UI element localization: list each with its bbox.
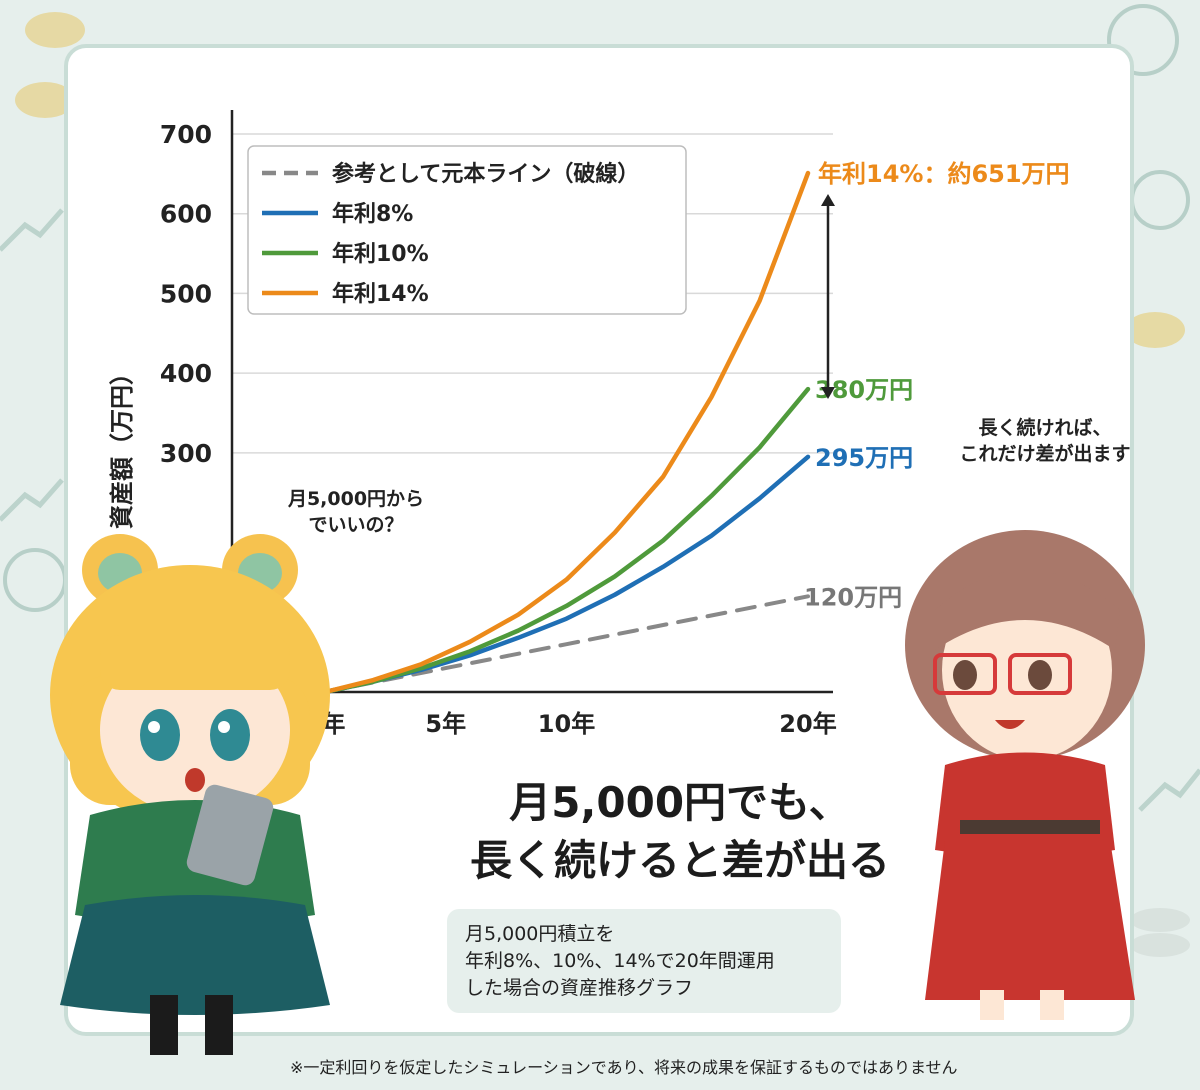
main-title-line2: 長く続けると差が出る [469, 836, 890, 885]
chart-caption: 月5,000円積立を 年利8%、10%、14%で20年間運用 した場合の資産推移… [447, 909, 841, 1013]
coin-icon [15, 12, 1190, 957]
left-speech-bubble: 月5,000円から でいいの？ [256, 486, 456, 538]
x-tick-label: 20年 [779, 710, 836, 738]
legend-label: 年利14% [332, 281, 429, 307]
series-line [322, 170, 811, 695]
caption-line2: 年利8%、10%、14%で20年間運用 [465, 950, 775, 972]
right-speech-bubble: 長く続ければ、 これだけ差が出ます [935, 415, 1155, 467]
footnote: ※一定利回りを仮定したシミュレーションであり、将来の成果を保証するものではありま… [290, 1058, 958, 1077]
x-tick-label: 5年 [425, 710, 466, 738]
series-line [322, 386, 811, 695]
right-bubble-line1: 長く続ければ、 [978, 417, 1112, 439]
series-line [323, 594, 810, 694]
y-tick-label: 400 [160, 359, 212, 388]
growth-arrow-icon [0, 208, 1200, 812]
caption-line1: 月5,000円積立を [465, 923, 615, 945]
legend-label: 年利8% [332, 201, 413, 227]
end-value-label: 120万円 [804, 583, 902, 611]
legend-box [247, 145, 687, 315]
x-tick-label: 10年 [538, 710, 595, 738]
end-value-label: 年利14%：約651万円 [818, 160, 1070, 188]
y-tick-label: 300 [160, 439, 212, 468]
y-tick-label: 500 [160, 279, 212, 308]
left-bubble-line1: 月5,000円から [287, 488, 425, 510]
difference-arrow [821, 194, 835, 399]
y-axis-label: 資産額（万円） [108, 361, 136, 529]
legend-label: 年利10% [332, 241, 429, 267]
y-tick-label: 600 [160, 200, 212, 229]
left-bubble-line2: でいいの？ [308, 514, 404, 536]
main-title-line1: 月5,000円でも、 [509, 778, 851, 827]
end-value-label: 295万円 [815, 444, 913, 472]
legend-label: 参考として元本ライン（破線） [332, 161, 639, 187]
y-tick-label: 700 [160, 120, 212, 149]
glasses-woman-character [905, 530, 1145, 1020]
bear-girl-character [50, 534, 330, 1055]
caption-line3: した場合の資産推移グラフ [465, 977, 694, 999]
right-bubble-line2: これだけ差が出ます [959, 443, 1131, 465]
